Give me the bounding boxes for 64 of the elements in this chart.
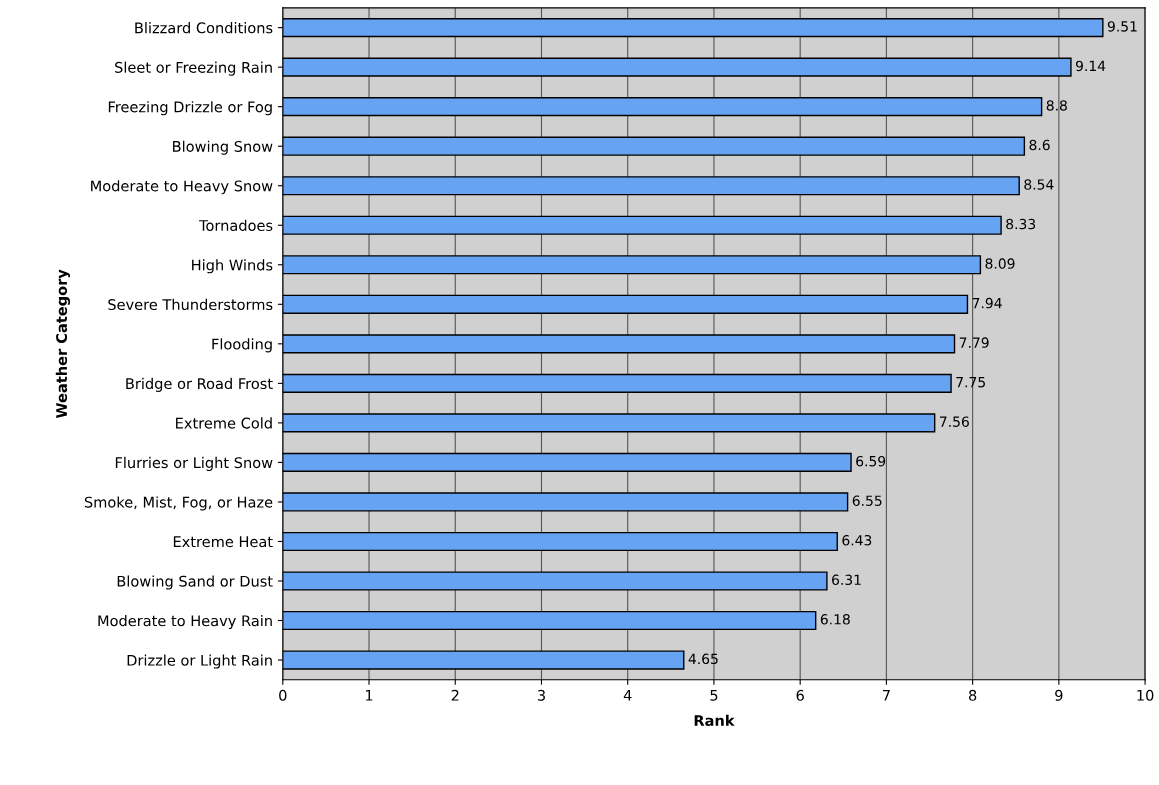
y-tick-label: Flurries or Light Snow <box>115 456 273 471</box>
data-label: 8.33 <box>1006 218 1036 230</box>
y-tick-label: High Winds <box>192 259 273 274</box>
x-tick-label: 0 <box>279 689 287 701</box>
data-label: 6.18 <box>820 614 850 625</box>
bar <box>282 97 1043 117</box>
bar <box>282 492 849 512</box>
y-tick-label: Moderate to Heavy Rain <box>98 614 272 630</box>
x-tick-label: 7 <box>882 689 890 701</box>
x-tick-label: 1 <box>365 689 373 701</box>
y-tick-label: Moderate to Heavy Snow <box>91 180 273 195</box>
data-label: 7.75 <box>956 377 985 388</box>
data-label: 8.6 <box>1029 139 1050 151</box>
data-label: 6.31 <box>832 574 861 586</box>
x-tick-label: 2 <box>451 689 459 701</box>
y-tick-label: Smoke, Mist, Fog, or Haze <box>84 496 273 511</box>
y-tick-label: Freezing Drizzle or Fog <box>108 101 272 116</box>
y-axis-title: Weather Category <box>55 269 71 419</box>
y-tick-label: Drizzle or Light Rain <box>127 654 272 669</box>
y-tick-label: Bridge or Road Frost <box>126 377 273 392</box>
data-label: 7.56 <box>940 416 969 427</box>
bar <box>282 452 852 472</box>
bar <box>282 18 1104 38</box>
y-tick-label: Tornadoes <box>199 219 273 231</box>
bar <box>282 215 1002 235</box>
y-tick-label: Blowing Sand or Dust <box>117 575 273 590</box>
y-tick-label: Extreme Cold <box>176 417 272 429</box>
y-tick-label: Blizzard Conditions <box>135 22 273 34</box>
data-label: 7.94 <box>972 297 1002 309</box>
bar <box>282 294 969 314</box>
bar <box>282 650 685 670</box>
bar <box>282 413 936 433</box>
bar <box>282 255 982 275</box>
data-label: 6.55 <box>852 495 882 506</box>
data-label: 9.51 <box>1107 21 1137 32</box>
data-label: 4.65 <box>688 653 718 665</box>
data-label: 8.54 <box>1024 179 1054 190</box>
y-tick-label: Flooding <box>212 338 272 353</box>
bar <box>282 531 838 552</box>
x-tick-label: 9 <box>1055 689 1063 701</box>
x-axis-title: Rank <box>694 714 735 727</box>
y-tick-label: Extreme Heat <box>173 536 273 548</box>
bar <box>282 136 1026 156</box>
y-tick-label: Blowing Snow <box>173 140 273 155</box>
bar <box>282 57 1072 77</box>
x-tick-label: 5 <box>710 689 718 701</box>
bar <box>282 571 828 591</box>
data-label: 7.79 <box>959 337 989 348</box>
data-label: 9.14 <box>1075 60 1106 72</box>
x-tick-label: 6 <box>796 689 804 701</box>
y-tick-label: Severe Thunderstorms <box>108 298 273 311</box>
bar <box>282 334 956 354</box>
y-tick-label: Sleet or Freezing Rain <box>115 61 272 76</box>
data-label: 6.43 <box>842 534 872 546</box>
x-tick-label: 3 <box>537 689 545 701</box>
x-tick-label: 8 <box>968 689 977 701</box>
bar <box>282 176 1020 196</box>
x-tick-label: 10 <box>1137 689 1154 701</box>
x-tick-label: 4 <box>623 689 632 701</box>
data-label: 8.09 <box>985 258 1015 269</box>
bar <box>282 373 952 393</box>
data-label: 8.8 <box>1046 100 1067 111</box>
bar <box>282 610 817 631</box>
data-label: 6.59 <box>856 455 886 467</box>
